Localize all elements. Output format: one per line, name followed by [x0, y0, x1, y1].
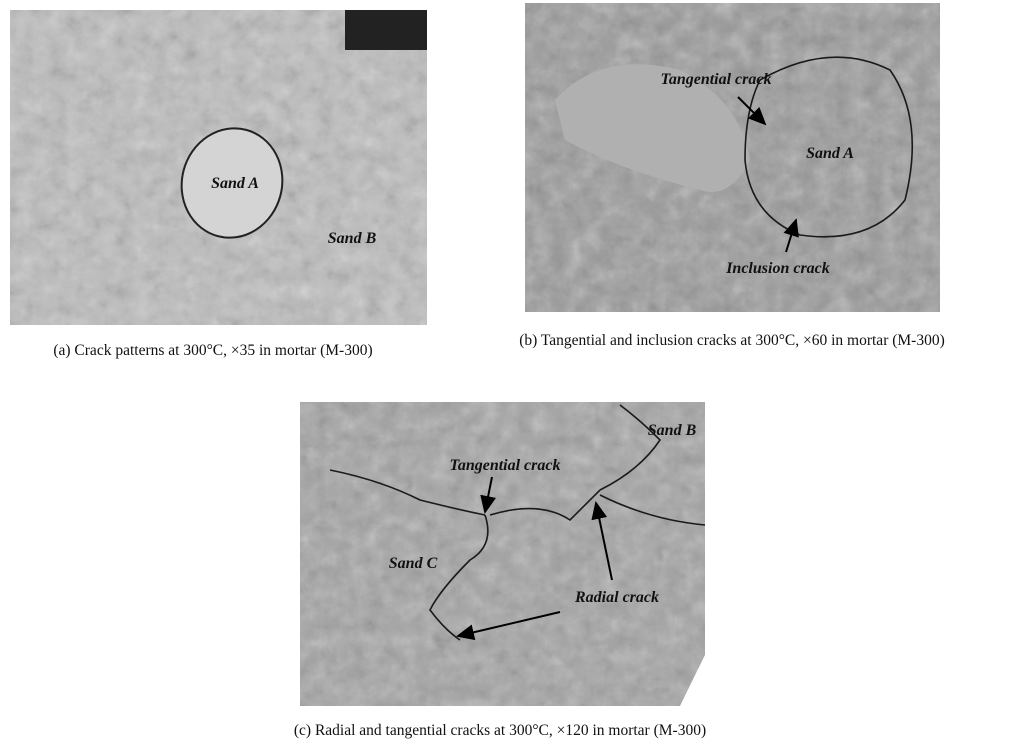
- dark-corner: [345, 10, 427, 50]
- caption: (a) Crack patterns at 300°C, ×35 in mort…: [53, 342, 372, 359]
- figure: Sand A Sand B (a) Crack patterns at 300°…: [0, 0, 1013, 741]
- label: Sand A: [211, 175, 259, 192]
- label: Sand C: [389, 555, 438, 572]
- label: Tangential crack: [450, 457, 561, 474]
- panel-a: Sand A Sand B (a) Crack patterns at 300°…: [10, 10, 427, 359]
- panel-c: Sand B Tangential crack Sand C Radial cr…: [294, 402, 706, 739]
- caption: (b) Tangential and inclusion cracks at 3…: [519, 332, 945, 349]
- label: Sand B: [328, 230, 377, 247]
- label: Sand A: [806, 145, 854, 162]
- panel-b: Tangential crack Sand A Inclusion crack …: [519, 3, 945, 349]
- label: Sand B: [648, 422, 697, 439]
- sem-texture: [300, 402, 705, 706]
- caption: (c) Radial and tangential cracks at 300°…: [294, 722, 706, 739]
- label: Inclusion crack: [725, 260, 830, 277]
- label: Tangential crack: [661, 71, 772, 88]
- label: Radial crack: [574, 589, 659, 606]
